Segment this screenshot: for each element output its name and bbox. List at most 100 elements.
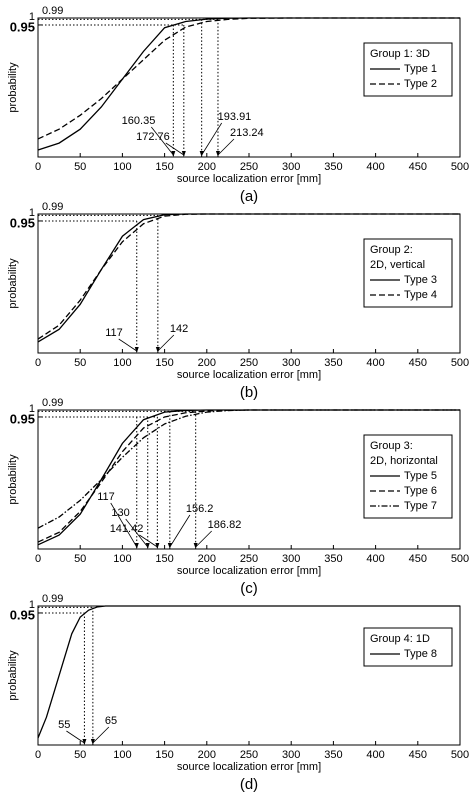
arrow	[151, 126, 174, 156]
series-line	[37, 213, 460, 340]
x-tick-label: 450	[409, 357, 427, 369]
x-tick-label: 250	[240, 161, 258, 173]
arrow-head	[199, 151, 204, 157]
x-tick-label: 0	[35, 161, 41, 173]
threshold-value: 117	[97, 491, 115, 503]
threshold-label: 0.99	[42, 593, 63, 605]
arrow	[165, 142, 185, 156]
threshold-value: 141.42	[110, 523, 144, 535]
x-axis-label: source localization error [mm]	[177, 173, 321, 185]
arrow-head	[167, 543, 172, 549]
y-axis-label: probability	[7, 454, 19, 505]
threshold-value: 193.91	[218, 111, 252, 123]
y-tick-label: 0.95	[10, 215, 35, 230]
x-tick-label: 250	[240, 357, 258, 369]
y-tick-label: 1	[29, 207, 35, 219]
series-line	[37, 409, 460, 529]
x-tick-label: 500	[451, 749, 469, 761]
legend-title: Group 1: 3D	[370, 48, 430, 60]
x-tick-label: 250	[240, 553, 258, 565]
threshold-value: 55	[58, 719, 70, 731]
arrow	[139, 534, 158, 548]
x-tick-label: 500	[451, 161, 469, 173]
y-tick-label: 1	[29, 403, 35, 415]
x-tick-label: 300	[282, 357, 300, 369]
legend-box	[363, 627, 453, 667]
threshold-value: 65	[105, 715, 117, 727]
arrow-head	[90, 739, 95, 745]
legend-box	[363, 238, 453, 308]
x-tick-label: 450	[409, 749, 427, 761]
x-tick-label: 200	[198, 161, 216, 173]
legend-label: Type 4	[404, 289, 437, 301]
x-tick-label: 500	[451, 553, 469, 565]
legend-label: Type 3	[404, 274, 437, 286]
x-tick-label: 50	[74, 749, 86, 761]
legend-label: Type 1	[404, 63, 437, 75]
x-tick-label: 300	[282, 553, 300, 565]
plot-frame	[37, 605, 461, 746]
x-tick-label: 100	[113, 357, 131, 369]
threshold-value: 186.82	[208, 519, 242, 531]
x-tick-label: 300	[282, 749, 300, 761]
threshold-value: 172.76	[136, 131, 170, 143]
threshold-label: 0.99	[42, 397, 63, 409]
y-tick-label: 0.95	[10, 411, 35, 426]
x-tick-label: 300	[282, 161, 300, 173]
x-tick-label: 0	[35, 357, 41, 369]
threshold-value: 213.24	[230, 127, 264, 139]
arrow-head	[82, 739, 87, 745]
arrow-head	[181, 151, 186, 157]
series-line	[37, 17, 460, 140]
caption: (d)	[240, 776, 258, 793]
legend-label: Type 8	[404, 648, 437, 660]
x-tick-label: 400	[366, 749, 384, 761]
caption: (c)	[240, 580, 258, 597]
arrow	[157, 334, 175, 352]
x-tick-label: 350	[324, 357, 342, 369]
arrow-head	[171, 151, 176, 157]
threshold-value: 130	[111, 507, 129, 519]
x-tick-label: 100	[113, 553, 131, 565]
x-tick-label: 150	[155, 749, 173, 761]
x-tick-label: 150	[155, 553, 173, 565]
arrow	[110, 502, 138, 548]
arrow	[66, 730, 85, 744]
legend-title: Group 2:	[370, 244, 413, 256]
caption: (a)	[240, 188, 258, 205]
x-tick-label: 0	[35, 553, 41, 565]
threshold-value: 117	[105, 327, 123, 339]
y-tick-label: 1	[29, 11, 35, 23]
y-axis-label: probability	[7, 650, 19, 701]
arrow-head	[134, 347, 139, 353]
arrow	[217, 138, 235, 156]
x-axis-label: source localization error [mm]	[177, 565, 321, 577]
arrow-head	[193, 543, 198, 549]
x-tick-label: 400	[366, 553, 384, 565]
y-axis-label: probability	[7, 62, 19, 113]
y-tick-label: 0.95	[10, 607, 35, 622]
caption: (b)	[240, 384, 258, 401]
threshold-value: 156.2	[186, 503, 214, 515]
x-tick-label: 100	[113, 161, 131, 173]
arrow-head	[155, 543, 160, 549]
x-tick-label: 0	[35, 749, 41, 761]
x-tick-label: 200	[198, 553, 216, 565]
threshold-value: 142	[170, 323, 188, 335]
series-line	[37, 605, 460, 739]
y-tick-label: 1	[29, 599, 35, 611]
x-tick-label: 200	[198, 357, 216, 369]
x-axis-label: source localization error [mm]	[177, 761, 321, 773]
arrow-head	[145, 543, 150, 549]
legend-title: Group 4: 1D	[370, 633, 430, 645]
x-tick-label: 400	[366, 357, 384, 369]
legend-title: Group 3:	[370, 440, 413, 452]
legend-label: Type 6	[404, 485, 437, 497]
x-tick-label: 350	[324, 553, 342, 565]
x-tick-label: 50	[74, 161, 86, 173]
x-tick-label: 200	[198, 749, 216, 761]
x-tick-label: 150	[155, 357, 173, 369]
threshold-value: 160.35	[122, 115, 156, 127]
arrow	[125, 518, 149, 548]
